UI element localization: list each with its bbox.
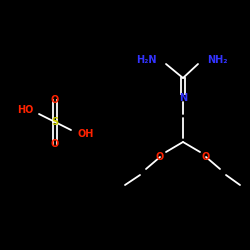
Text: OH: OH	[77, 129, 94, 139]
Text: O: O	[51, 139, 59, 149]
Text: N: N	[179, 93, 187, 103]
Text: HO: HO	[16, 105, 33, 115]
Text: O: O	[156, 152, 164, 162]
Text: S: S	[52, 117, 59, 127]
Text: H₂N: H₂N	[136, 55, 157, 65]
Text: O: O	[202, 152, 210, 162]
Text: NH₂: NH₂	[207, 55, 228, 65]
Text: O: O	[51, 95, 59, 105]
